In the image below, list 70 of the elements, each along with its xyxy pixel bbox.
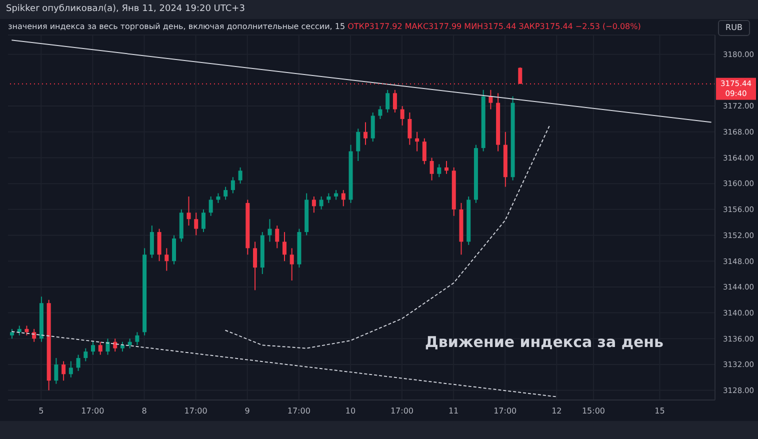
x-tick-label: 17:00 (494, 406, 517, 416)
candlestick (268, 218, 272, 242)
x-tick-label: 17:00 (390, 406, 414, 416)
candlestick (17, 325, 22, 336)
candlestick (319, 196, 324, 210)
candlestick (422, 138, 426, 165)
x-tick-label: 17:00 (184, 406, 208, 416)
candlestick (91, 341, 96, 356)
candlestick (128, 338, 132, 349)
x-tick-label: 10 (345, 406, 356, 416)
candlestick (437, 164, 442, 178)
candlestick (430, 157, 434, 181)
candlestick (253, 241, 258, 291)
candlestick (84, 348, 88, 362)
candlestick (415, 131, 420, 152)
text: Spikker опубликовал(а), Янв 11, 2024 19:20 UTC+3 (0, 0, 758, 19)
candlestick (444, 160, 449, 174)
candlestick (341, 190, 346, 207)
x-tick-label: 11 (448, 406, 459, 416)
candlestick (172, 234, 176, 265)
candlestick (334, 190, 338, 200)
x-tick-label: 5 (38, 406, 44, 416)
candlestick (370, 112, 375, 142)
candlestick (238, 166, 242, 184)
text: RUB (718, 20, 750, 36)
candlestick (356, 128, 360, 162)
candlestick (392, 89, 397, 114)
candlestick (224, 186, 228, 200)
candlestick (408, 112, 412, 146)
candlestick (157, 228, 162, 262)
x-tick-label: 15 (654, 406, 665, 416)
candlestick (230, 176, 235, 194)
candlestick (32, 328, 36, 342)
candlestick (194, 212, 198, 236)
candlestick (282, 232, 286, 262)
candlestick (98, 341, 102, 356)
x-tick-label: 8 (142, 406, 147, 416)
x-tick-label: 17:00 (287, 406, 310, 416)
chart-subtitle: ОТКР3177.92 МАКС3177.99 МИН3175.44 ЗАКР3175.44 −2.53 (−0.08%) (348, 22, 641, 31)
candlestick (378, 106, 382, 120)
candlestick (113, 338, 118, 352)
candlestick (120, 341, 124, 352)
candlestick (164, 248, 169, 272)
candlestick (400, 106, 404, 126)
candlestick (68, 360, 73, 378)
x-tick-label: 12 (552, 406, 562, 416)
candlestick (62, 360, 66, 382)
candlestick (386, 89, 390, 114)
candlestick (150, 225, 154, 258)
candlestick (326, 192, 331, 204)
candlestick (216, 192, 220, 204)
candlestick (106, 338, 110, 356)
candlestick (135, 332, 140, 346)
candlestick (275, 225, 280, 249)
chart-title: значения индекса за весь торговый день, включая дополнительные сессии, 15 (8, 22, 346, 31)
x-tick-label: 9 (244, 406, 250, 416)
candlestick (201, 208, 206, 233)
candlestick (54, 358, 58, 384)
candlestick (10, 328, 14, 340)
annotation: Движение индекса за день (425, 333, 664, 351)
candlestick (76, 354, 80, 372)
candlestick (186, 196, 191, 226)
x-tick-label: 15:00 (582, 406, 606, 416)
candlestick (488, 89, 493, 110)
candlestick (290, 248, 294, 281)
x-tick-label: 17:00 (81, 406, 104, 416)
candlestick (24, 325, 29, 336)
candlestick (364, 122, 368, 146)
candlestick (208, 196, 213, 216)
candlestick (312, 196, 316, 214)
